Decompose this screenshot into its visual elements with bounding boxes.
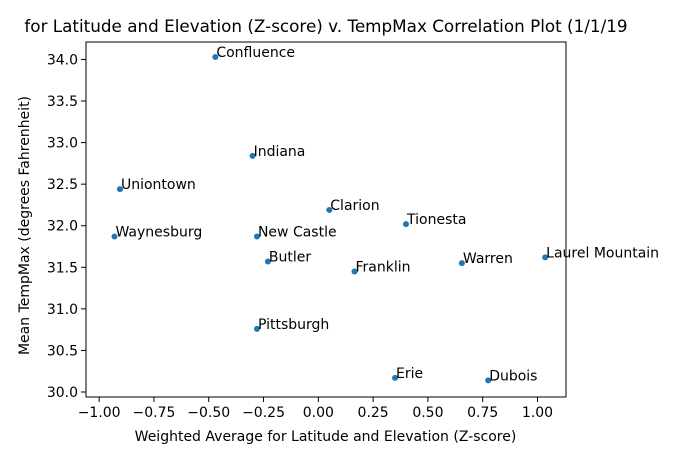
y-tick-label: 30.0	[47, 385, 78, 401]
point-label: New Castle	[258, 225, 337, 241]
point-label: Indiana	[254, 144, 306, 160]
x-axis-label: Weighted Average for Latitude and Elevat…	[135, 429, 517, 445]
point-label: Warren	[463, 251, 513, 267]
chart-title: for Latitude and Elevation (Z-score) v. …	[24, 16, 627, 36]
point-label: Erie	[396, 366, 423, 382]
point-label: Waynesburg	[115, 225, 202, 241]
y-tick-label: 30.5	[47, 343, 78, 359]
scatter-point	[403, 221, 409, 228]
scatter-point	[253, 233, 260, 240]
scatter-point	[253, 325, 260, 332]
x-tick-label: −1.00	[78, 405, 121, 421]
x-tick-label: 0.75	[467, 405, 498, 421]
y-tick-label: 34.0	[47, 52, 78, 68]
y-axis-label: Mean TempMax (degrees Fahrenheit)	[17, 96, 33, 355]
y-tick-label: 31.0	[47, 302, 78, 318]
scatter-point	[458, 260, 465, 267]
scatter-point	[392, 374, 399, 381]
data-points: Confluence Indiana Uniontown Clarion Tionest…	[111, 45, 659, 384]
scatter-point	[249, 152, 256, 159]
point-label: Pittsburgh	[258, 317, 329, 333]
point-label: Dubois	[489, 368, 537, 384]
y-tick-label: 32.0	[47, 219, 78, 235]
scatter-point	[326, 206, 333, 213]
y-tick-label: 33.0	[47, 136, 78, 152]
x-tick-label: −0.25	[242, 405, 285, 421]
x-axis: −1.00 −0.75 −0.50 −0.25 0.00 0.25 0.50 0.75 1.00	[78, 397, 553, 421]
point-label: Laurel Mountain	[546, 245, 659, 261]
x-tick-label: 1.00	[522, 405, 553, 421]
y-tick-label: 32.5	[47, 177, 78, 193]
y-axis: 30.0 30.5 31.0 31.5 32.0 32.5 33.0 33.5 34.0	[47, 52, 86, 401]
point-label: Confluence	[216, 45, 295, 61]
scatter-point	[485, 377, 492, 384]
x-tick-label: −0.50	[187, 405, 230, 421]
y-tick-label: 33.5	[47, 94, 78, 110]
x-tick-label: 0.25	[358, 405, 389, 421]
scatter-point	[212, 53, 219, 60]
x-tick-label: 0.00	[303, 405, 334, 421]
scatter-point	[116, 186, 123, 193]
point-label: Uniontown	[121, 177, 196, 193]
point-label: Tionesta	[406, 212, 466, 228]
point-label: Franklin	[355, 259, 410, 275]
x-tick-label: 0.50	[412, 405, 443, 421]
point-label: Clarion	[330, 198, 379, 214]
x-tick-label: −0.75	[132, 405, 175, 421]
scatter-point	[542, 254, 549, 261]
y-tick-label: 31.5	[47, 260, 78, 276]
scatter-point	[111, 233, 118, 240]
plot-area	[85, 41, 567, 398]
plot-frame	[85, 41, 567, 398]
point-label: Butler	[269, 249, 311, 265]
scatter-point	[264, 258, 271, 265]
scatter-point	[351, 268, 358, 275]
